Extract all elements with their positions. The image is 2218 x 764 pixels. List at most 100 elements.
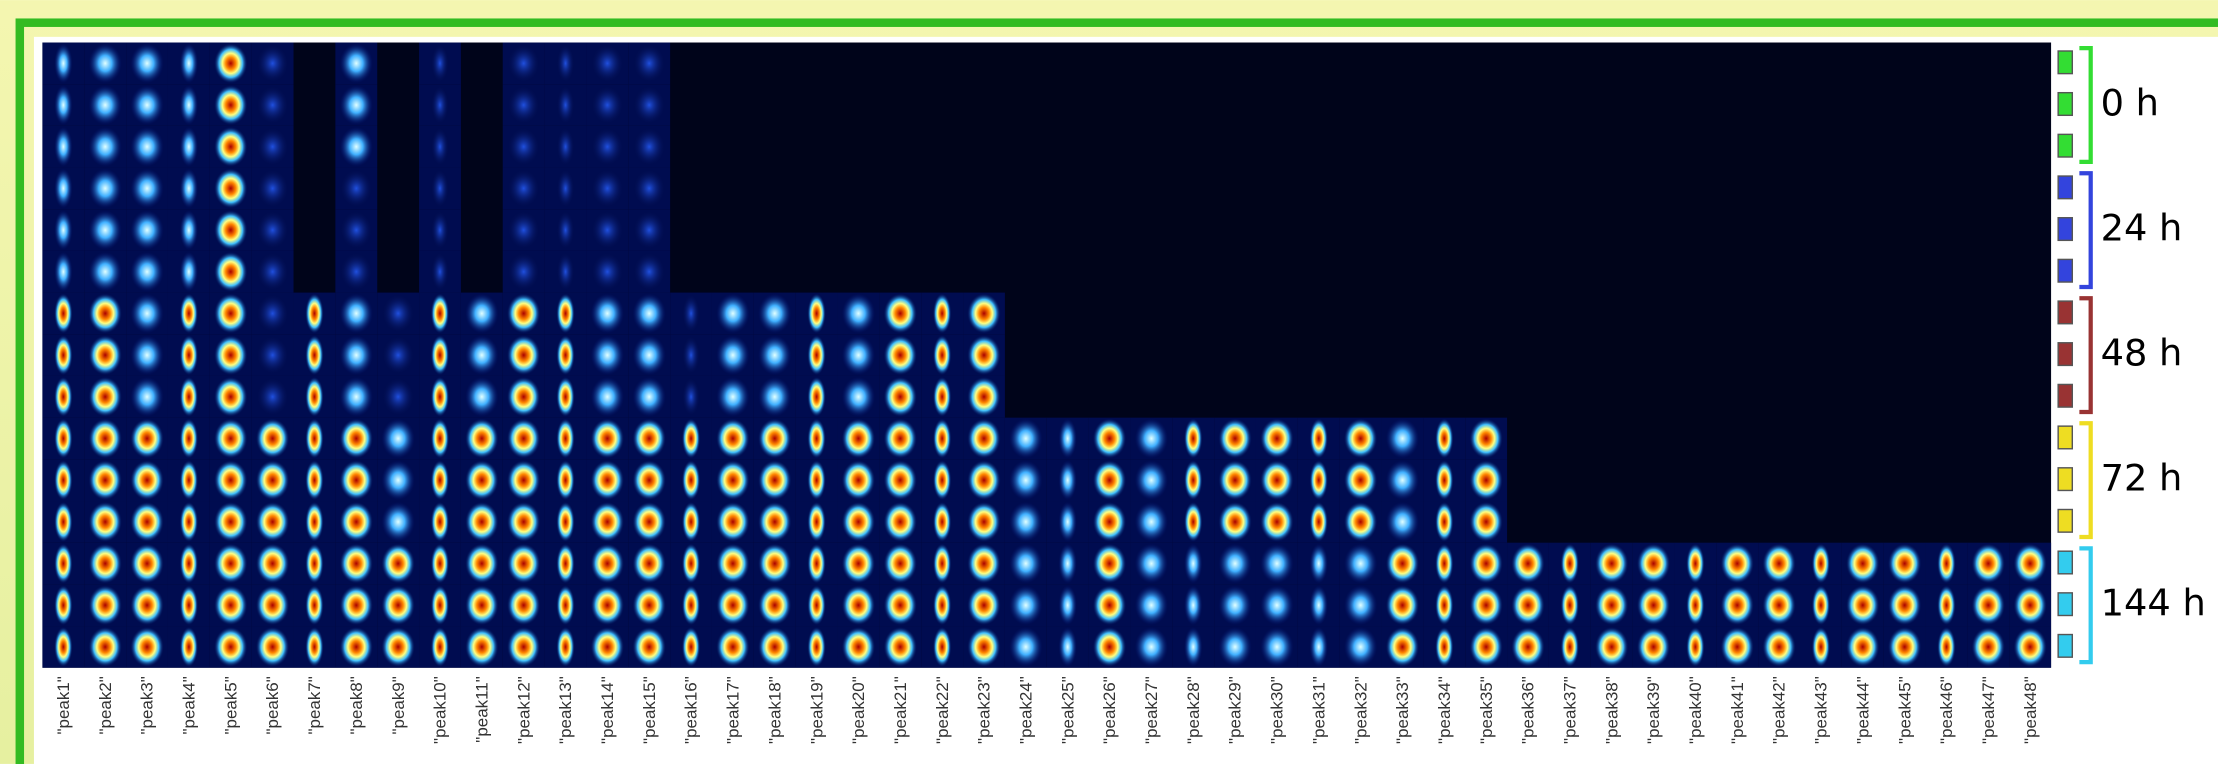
- peak-label: "peak28": [1184, 676, 1203, 744]
- peak-label: "peak21": [891, 676, 910, 744]
- peak-label: "peak3": [138, 676, 157, 734]
- thumb-blob: [1344, 418, 1377, 458]
- thumb-blob: [180, 293, 198, 333]
- thumb-blob: [214, 377, 247, 417]
- thumb-blob: [556, 252, 574, 292]
- peak-label: "peak15": [640, 676, 659, 744]
- legend-swatch: [2058, 468, 2072, 491]
- thumb-blob: [591, 544, 624, 584]
- thumb-blob: [967, 377, 1000, 417]
- peak-label: "peak25": [1058, 676, 1077, 744]
- thumb-blob: [556, 85, 574, 125]
- thumb-blob: [305, 335, 323, 375]
- thumb-blob: [1888, 544, 1921, 584]
- thumb-blob: [381, 544, 414, 584]
- thumb-blob: [180, 418, 198, 458]
- thumb-blob: [933, 418, 951, 458]
- thumb-blob: [1058, 585, 1076, 625]
- thumb-blob: [256, 168, 289, 208]
- thumb-blob: [256, 627, 289, 667]
- thumb-blob: [340, 544, 373, 584]
- thumb-blob: [1435, 544, 1453, 584]
- thumb-blob: [130, 293, 163, 333]
- thumb-blob: [884, 377, 917, 417]
- legend-swatch: [2058, 51, 2072, 74]
- peak-label: "peak47": [1979, 676, 1998, 744]
- peak-label: "peak7": [305, 676, 324, 734]
- thumb-blob: [682, 293, 700, 333]
- thumb-blob: [632, 377, 665, 417]
- thumb-blob: [1218, 418, 1251, 458]
- thumb-blob: [1511, 627, 1544, 667]
- thumb-blob: [1720, 585, 1753, 625]
- thumb-blob: [1561, 585, 1579, 625]
- thumb-blob: [842, 418, 875, 458]
- peak-label: "peak2": [96, 676, 115, 734]
- thumb-blob: [1218, 460, 1251, 500]
- thumb-blob: [507, 43, 540, 83]
- thumb-blob: [130, 377, 163, 417]
- thumb-blob: [758, 502, 791, 542]
- thumb-blob: [967, 293, 1000, 333]
- legend-swatch: [2058, 593, 2072, 616]
- thumb-blob: [256, 252, 289, 292]
- thumb-blob: [381, 460, 414, 500]
- thumb-blob: [884, 460, 917, 500]
- thumb-blob: [1511, 585, 1544, 625]
- thumb-blob: [1386, 544, 1419, 584]
- thumb-blob: [933, 544, 951, 584]
- thumb-blob: [682, 335, 700, 375]
- thumb-blob: [340, 627, 373, 667]
- thumb-blob: [1686, 544, 1704, 584]
- thumb-blob: [591, 627, 624, 667]
- thumb-blob: [842, 627, 875, 667]
- thumb-blob: [632, 293, 665, 333]
- thumb-blob: [465, 293, 498, 333]
- thumb-blob: [1812, 544, 1830, 584]
- thumb-blob: [431, 293, 449, 333]
- group-label: 24 h: [2101, 207, 2183, 250]
- thumb-blob: [1511, 544, 1544, 584]
- thumb-blob: [180, 252, 198, 292]
- thumb-blob: [1720, 544, 1753, 584]
- thumb-blob: [1386, 418, 1419, 458]
- thumb-blob: [682, 502, 700, 542]
- peak-label: "peak36": [1519, 676, 1538, 744]
- legend-swatch: [2058, 218, 2072, 241]
- thumb-blob: [1135, 585, 1168, 625]
- thumb-blob: [1093, 585, 1126, 625]
- thumb-blob: [1009, 585, 1042, 625]
- thumb-blob: [180, 335, 198, 375]
- thumb-blob: [465, 627, 498, 667]
- thumb-blob: [88, 418, 121, 458]
- thumb-blob: [1135, 544, 1168, 584]
- thumb-blob: [967, 585, 1000, 625]
- thumb-blob: [933, 293, 951, 333]
- thumb-blob: [507, 210, 540, 250]
- thumb-blob: [1260, 460, 1293, 500]
- thumb-blob: [1093, 544, 1126, 584]
- peak-label: "peak5": [221, 676, 240, 734]
- thumb-blob: [256, 460, 289, 500]
- thumb-blob: [1310, 460, 1328, 500]
- thumb-blob: [130, 418, 163, 458]
- thumb-blob: [54, 502, 72, 542]
- thumb-blob: [256, 544, 289, 584]
- thumb-blob: [54, 168, 72, 208]
- thumb-blob: [1469, 418, 1502, 458]
- thumb-blob: [1812, 627, 1830, 667]
- thumb-blob: [465, 585, 498, 625]
- thumb-blob: [507, 85, 540, 125]
- thumb-blob: [1561, 544, 1579, 584]
- thumb-blob: [1218, 627, 1251, 667]
- thumb-blob: [842, 377, 875, 417]
- thumb-blob: [1310, 544, 1328, 584]
- thumb-blob: [1009, 460, 1042, 500]
- thumb-blob: [1595, 627, 1628, 667]
- thumb-blob: [214, 460, 247, 500]
- thumb-blob: [431, 585, 449, 625]
- thumb-blob: [632, 335, 665, 375]
- legend-swatch: [2058, 134, 2072, 157]
- thumb-blob: [556, 627, 574, 667]
- thumb-blob: [340, 460, 373, 500]
